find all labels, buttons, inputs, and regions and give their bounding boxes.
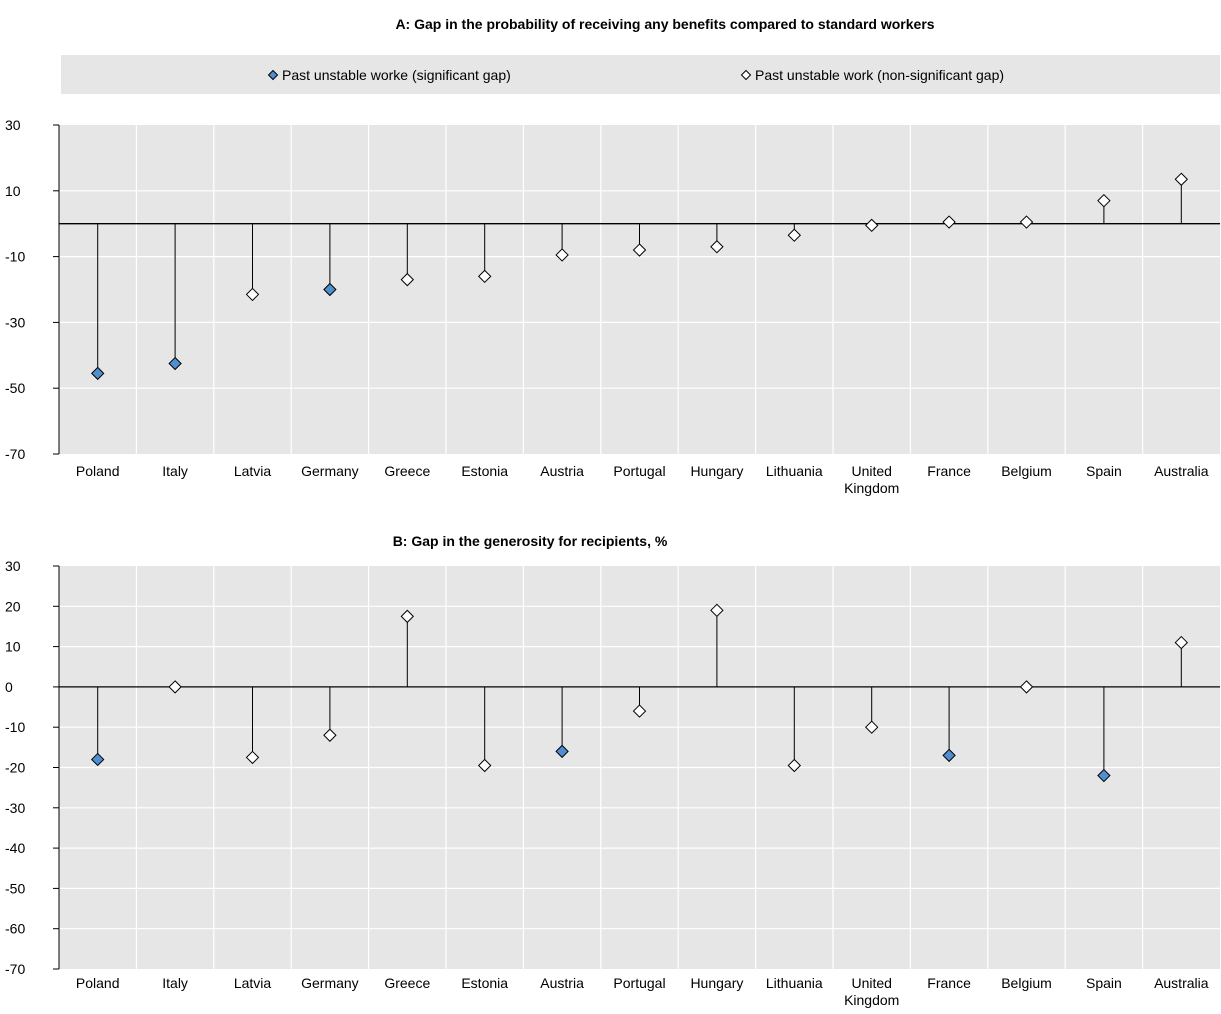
marker-a-1 bbox=[168, 356, 182, 371]
category-label-b-6: Austria bbox=[540, 975, 584, 991]
legend-non-significant-label: Past unstable work (non-significant gap) bbox=[755, 67, 1004, 83]
marker-b-6 bbox=[555, 744, 569, 759]
marker-a-2 bbox=[245, 287, 260, 302]
category-label-a-14: Australia bbox=[1154, 463, 1209, 479]
category-label-a-1: Italy bbox=[162, 463, 188, 479]
y-tick-label: -20 bbox=[5, 760, 25, 776]
y-tick-label: -30 bbox=[5, 800, 25, 816]
y-tick-label: -50 bbox=[5, 880, 25, 896]
marker-b-12 bbox=[1019, 680, 1034, 694]
category-label-a-12: Belgium bbox=[1001, 463, 1052, 479]
y-tick-label: 30 bbox=[5, 117, 21, 133]
panel-a-chart: 30 10 -10 -30 -50 -70 Poland Italy Latvia Germany… bbox=[5, 117, 1220, 496]
marker-b-0 bbox=[90, 752, 105, 767]
category-label-a-10: United Kingdom bbox=[844, 463, 899, 496]
y-tick-label: -50 bbox=[5, 380, 25, 396]
category-label-a-3: Germany bbox=[301, 463, 359, 479]
marker-b-3 bbox=[323, 728, 337, 742]
category-label-b-14: Australia bbox=[1154, 975, 1209, 991]
y-tick-label: 10 bbox=[5, 639, 21, 655]
marker-a-5 bbox=[477, 269, 492, 284]
category-label-b-4: Greece bbox=[384, 975, 430, 991]
category-label-b-3: Germany bbox=[301, 975, 359, 991]
y-tick-label: -10 bbox=[5, 719, 25, 735]
y-tick-label: 30 bbox=[5, 558, 21, 574]
category-label-a-11: France bbox=[927, 463, 971, 479]
marker-b-8 bbox=[710, 603, 724, 618]
marker-a-3 bbox=[323, 282, 337, 297]
marker-a-11 bbox=[942, 215, 956, 229]
marker-b-11 bbox=[942, 748, 956, 763]
marker-a-9 bbox=[787, 228, 802, 242]
category-label-b-2: Latvia bbox=[234, 975, 272, 991]
category-label-b-10: United Kingdom bbox=[844, 975, 899, 1008]
y-tick-label: -30 bbox=[5, 314, 25, 330]
marker-a-8 bbox=[710, 240, 724, 254]
panel-b-title: B: Gap in the generosity for recipients,… bbox=[393, 533, 668, 549]
marker-a-13 bbox=[1097, 193, 1111, 208]
marker-b-9 bbox=[787, 758, 802, 773]
category-label-b-11: France bbox=[927, 975, 971, 991]
category-label-b-5: Estonia bbox=[461, 975, 508, 991]
y-tick-label: 0 bbox=[5, 679, 13, 695]
y-tick-label: -70 bbox=[5, 961, 25, 977]
legend-background bbox=[61, 55, 1220, 94]
category-label-b-8: Hungary bbox=[690, 975, 743, 991]
marker-b-4 bbox=[400, 609, 415, 624]
marker-a-4 bbox=[400, 272, 415, 287]
legend: Past unstable worke (significant gap) Pa… bbox=[61, 55, 1220, 94]
marker-b-10 bbox=[864, 720, 879, 734]
category-label-a-13: Spain bbox=[1086, 463, 1122, 479]
marker-b-2 bbox=[245, 750, 260, 765]
panel-a-title: A: Gap in the probability of receiving a… bbox=[395, 16, 934, 32]
y-tick-label: -10 bbox=[5, 249, 25, 265]
category-label-a-2: Latvia bbox=[234, 463, 272, 479]
marker-a-12 bbox=[1019, 215, 1034, 229]
category-label-b-13: Spain bbox=[1086, 975, 1122, 991]
y-tick-label: 10 bbox=[5, 183, 21, 199]
legend-non-significant-marker bbox=[740, 69, 752, 81]
category-label-a-5: Estonia bbox=[461, 463, 508, 479]
marker-a-7 bbox=[632, 243, 647, 257]
marker-a-6 bbox=[555, 248, 569, 262]
marker-b-14 bbox=[1174, 635, 1189, 650]
category-label-a-6: Austria bbox=[540, 463, 584, 479]
y-tick-label: -70 bbox=[5, 446, 25, 462]
y-tick-label: 20 bbox=[5, 598, 21, 614]
category-label-a-4: Greece bbox=[384, 463, 430, 479]
category-label-b-7: Portugal bbox=[613, 975, 665, 991]
marker-b-13 bbox=[1097, 768, 1111, 783]
legend-significant-label: Past unstable worke (significant gap) bbox=[282, 67, 511, 83]
y-tick-label: -60 bbox=[5, 921, 25, 937]
marker-a-10 bbox=[864, 218, 879, 233]
category-label-b-0: Poland bbox=[76, 975, 120, 991]
marker-b-1 bbox=[168, 680, 182, 694]
marker-b-7 bbox=[632, 704, 647, 718]
category-label-a-8: Hungary bbox=[690, 463, 743, 479]
legend-significant-marker bbox=[267, 69, 279, 81]
category-label-a-7: Portugal bbox=[613, 463, 665, 479]
category-label-b-9: Lithuania bbox=[766, 975, 823, 991]
category-label-a-0: Poland bbox=[76, 463, 120, 479]
marker-a-14 bbox=[1174, 172, 1189, 186]
marker-a-0 bbox=[90, 366, 105, 381]
panel-b-chart: 30 20 10 0 -10 -20 -30 -40 -50 -60 -70 Poland Italy L… bbox=[5, 558, 1220, 1008]
plot-area bbox=[59, 125, 1220, 454]
category-label-b-1: Italy bbox=[162, 975, 188, 991]
category-label-a-9: Lithuania bbox=[766, 463, 823, 479]
category-label-b-12: Belgium bbox=[1001, 975, 1052, 991]
marker-b-5 bbox=[477, 758, 492, 773]
y-tick-label: -40 bbox=[5, 840, 25, 856]
